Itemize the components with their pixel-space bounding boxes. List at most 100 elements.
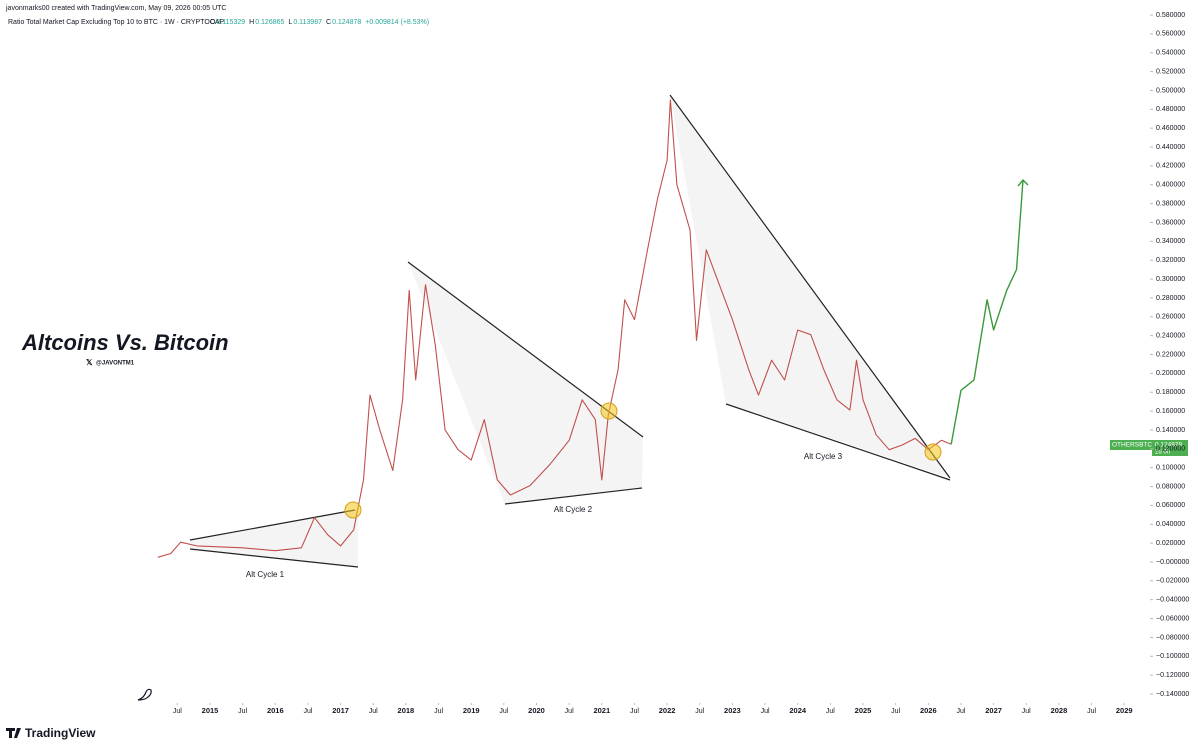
breakout-markers	[344, 402, 942, 519]
y-tick-label: 0.160000	[1156, 408, 1185, 415]
x-tick-label: 2018	[398, 706, 415, 715]
y-tick-label: 0.040000	[1156, 521, 1185, 528]
y-tick-label: 0.020000	[1156, 540, 1185, 547]
y-tick-label: 0.540000	[1156, 50, 1185, 57]
brand: TradingView	[25, 726, 96, 740]
x-tick-label: Jul	[565, 708, 574, 715]
x-tick-label: Jul	[434, 708, 443, 715]
x-tick-label: Jul	[499, 708, 508, 715]
x-tick-label: 2023	[724, 706, 741, 715]
trendline	[669, 94, 951, 479]
annotation: Alt Cycle 1	[246, 570, 285, 579]
cycle-shade	[408, 262, 643, 504]
ohlc-value: 0.113987	[293, 19, 322, 26]
x-tick-label: Jul	[891, 708, 900, 715]
ohlc-key: L	[288, 19, 292, 26]
x-tick-label: Jul	[369, 708, 378, 715]
y-tick-label: 0.240000	[1156, 332, 1185, 339]
x-tick-label: 2025	[855, 706, 872, 715]
x-tick-label: 2019	[463, 706, 480, 715]
y-tick-label: 0.400000	[1156, 182, 1185, 189]
x-tick-label: Jul	[1087, 708, 1096, 715]
subtitle: @JAVONTM1	[96, 361, 135, 367]
annotation: Alt Cycle 2	[554, 505, 593, 514]
y-tick-label: 0.460000	[1156, 125, 1185, 132]
y-tick-label: 0.140000	[1156, 427, 1185, 434]
ohlc-change: +0.009814 (+8.53%)	[365, 19, 429, 26]
breakout-circle	[924, 443, 942, 461]
y-tick-label: 0.320000	[1156, 257, 1185, 264]
x-tick-label: 2015	[202, 706, 219, 715]
annotation: Alt Cycle 3	[804, 452, 843, 461]
y-tick-label: 0.340000	[1156, 238, 1185, 245]
y-tick-label: −0.040000	[1156, 597, 1189, 604]
trendline	[504, 487, 643, 505]
y-tick-label: 0.560000	[1156, 31, 1185, 38]
y-tick-label: −0.140000	[1156, 691, 1189, 698]
price-tag	[1110, 440, 1152, 450]
y-tick-label: 0.260000	[1156, 314, 1185, 321]
price-symbol: OTHERSBTC	[1112, 442, 1152, 449]
y-tick-label: −0.060000	[1156, 615, 1189, 622]
x-tick-label: Jul	[956, 708, 965, 715]
y-tick-label: 0.500000	[1156, 87, 1185, 94]
x-tick-label: Jul	[630, 708, 639, 715]
y-tick-label: 0.180000	[1156, 389, 1185, 396]
ohlc-key: O	[210, 19, 216, 26]
x-tick-label: 2024	[789, 706, 807, 715]
x-tick-label: 2026	[920, 706, 937, 715]
y-tick-label: −0.080000	[1156, 634, 1189, 641]
price-tag	[1152, 440, 1188, 456]
y-tick-label: 0.420000	[1156, 163, 1185, 170]
x-tick-label: 2021	[593, 706, 610, 715]
y-tick-label: 0.060000	[1156, 502, 1185, 509]
y-tick-label: −0.020000	[1156, 578, 1189, 585]
x-tick-label: Jul	[1022, 708, 1031, 715]
y-tick-label: 0.120000	[1156, 446, 1185, 453]
y-tick-label: 0.580000	[1156, 12, 1185, 19]
ohlc-legend: O 0.115329 H 0.126865 L 0.113987 C 0.124878 +0.0…	[210, 19, 429, 26]
y-tick-label: 0.080000	[1156, 483, 1185, 490]
x-tick-label: Jul	[238, 708, 247, 715]
ohlc-value: 0.124878	[332, 19, 361, 26]
trendline	[189, 509, 356, 541]
x-tick-label: 2016	[267, 706, 284, 715]
y-tick-label: −0.000000	[1156, 559, 1189, 566]
trendline	[189, 548, 359, 568]
x-tick-label: 2020	[528, 706, 545, 715]
y-tick-label: 0.100000	[1156, 465, 1185, 472]
y-tick-label: 0.220000	[1156, 351, 1185, 358]
ohlc-value: 0.126865	[255, 19, 284, 26]
projection-arrow	[1017, 178, 1029, 187]
x-tick-label: Jul	[303, 708, 312, 715]
y-tick-label: 0.480000	[1156, 106, 1185, 113]
y-tick-label: 0.520000	[1156, 68, 1185, 75]
chart-title: Altcoins Vs. Bitcoin	[21, 330, 229, 355]
ohlc-key: C	[326, 19, 331, 26]
breakout-circle	[600, 402, 618, 420]
y-tick-label: 0.380000	[1156, 200, 1185, 207]
price-countdown: 2d 0h	[1155, 450, 1170, 456]
ohlc-key: H	[249, 19, 254, 26]
tv-logo	[6, 728, 21, 738]
y-tick-label: 0.440000	[1156, 144, 1185, 151]
x-tick-label: 2028	[1051, 706, 1068, 715]
x-tick-label: Jul	[173, 708, 182, 715]
breakout-circle	[344, 501, 362, 519]
ohlc-value: 0.115329	[216, 19, 245, 26]
x-tick-label: 2027	[985, 706, 1002, 715]
symbol: Ratio Total Market Cap Excluding Top 10 …	[8, 19, 225, 26]
projection-line	[950, 179, 1024, 445]
x-tick-label: 2017	[332, 706, 349, 715]
credit: javonmarks00 created with TradingView.co…	[5, 5, 226, 12]
x-tick-label: Jul	[695, 708, 704, 715]
y-tick-label: 0.300000	[1156, 276, 1185, 283]
y-tick-label: 0.280000	[1156, 295, 1185, 302]
x-tick-label: Jul	[826, 708, 835, 715]
cycle-shade	[190, 510, 358, 567]
y-tick-label: 0.200000	[1156, 370, 1185, 377]
x-tick-label: Jul	[761, 708, 770, 715]
x-tick-label: 2022	[659, 706, 676, 715]
